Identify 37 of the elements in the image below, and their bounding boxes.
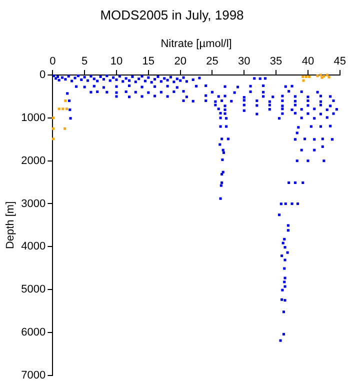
- x-tick-label: 35: [270, 55, 282, 68]
- y-tick-label: 5000: [21, 284, 46, 296]
- x-axis-title: Nitrate [µmol/l]: [160, 38, 232, 50]
- point: [316, 74, 319, 78]
- x-tick-label: 45: [334, 55, 346, 68]
- point: [64, 127, 66, 130]
- y-tick-label: 2000: [21, 154, 46, 167]
- point: [52, 127, 55, 130]
- y-tick-label: 6000: [21, 326, 46, 339]
- point: [319, 74, 322, 76]
- point: [62, 108, 64, 110]
- y-tick-label: 3000: [21, 198, 46, 210]
- x-tick-label: 40: [302, 55, 314, 68]
- y-tick-label: 7000: [21, 369, 46, 382]
- point: [65, 108, 68, 110]
- y-tick-label: 0: [40, 69, 46, 82]
- point: [64, 99, 67, 102]
- point: [302, 75, 304, 78]
- point: [326, 74, 328, 76]
- x-tick-label: 0: [50, 55, 56, 68]
- point: [52, 116, 55, 120]
- point: [302, 79, 305, 82]
- point: [308, 75, 311, 78]
- y-axis-title: Depth [m]: [4, 201, 17, 250]
- point: [328, 76, 330, 78]
- point: [58, 108, 60, 110]
- point: [304, 75, 308, 78]
- x-tick-label: 15: [142, 55, 155, 68]
- point: [52, 138, 55, 140]
- x-tick-label: 20: [174, 55, 186, 68]
- x-tick-label: 5: [82, 55, 88, 68]
- y-tick-label: 4000: [21, 240, 46, 253]
- x-tick-label: 10: [110, 55, 123, 68]
- y-tick-label: 1000: [21, 112, 46, 124]
- x-tick-label: 30: [238, 55, 250, 68]
- x-tick-label: 25: [206, 55, 218, 68]
- chart-title: MODS2005 in July, 1998: [100, 7, 244, 22]
